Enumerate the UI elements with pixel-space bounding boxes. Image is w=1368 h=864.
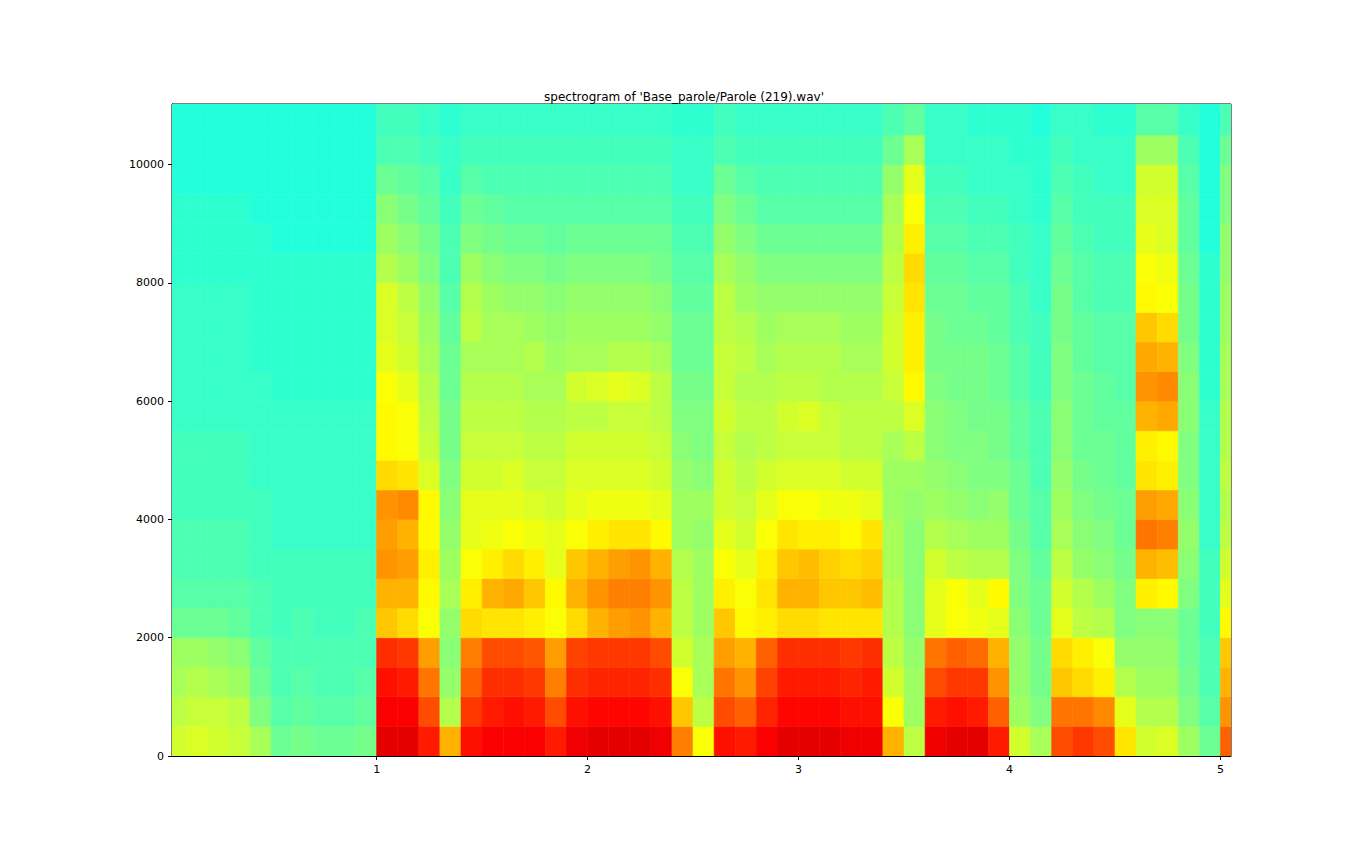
svg-text:2000: 2000 xyxy=(136,631,164,644)
svg-text:0: 0 xyxy=(157,750,164,763)
svg-text:5: 5 xyxy=(1217,763,1224,776)
svg-text:4000: 4000 xyxy=(136,513,164,526)
svg-text:spectrogram of 'Base_parole/Pa: spectrogram of 'Base_parole/Parole (219)… xyxy=(544,90,824,104)
svg-text:6000: 6000 xyxy=(136,395,164,408)
svg-text:1: 1 xyxy=(373,763,380,776)
svg-text:10000: 10000 xyxy=(129,158,164,171)
svg-text:8000: 8000 xyxy=(136,276,164,289)
svg-text:3: 3 xyxy=(795,763,802,776)
svg-text:2: 2 xyxy=(584,763,591,776)
svg-text:4: 4 xyxy=(1006,763,1013,776)
